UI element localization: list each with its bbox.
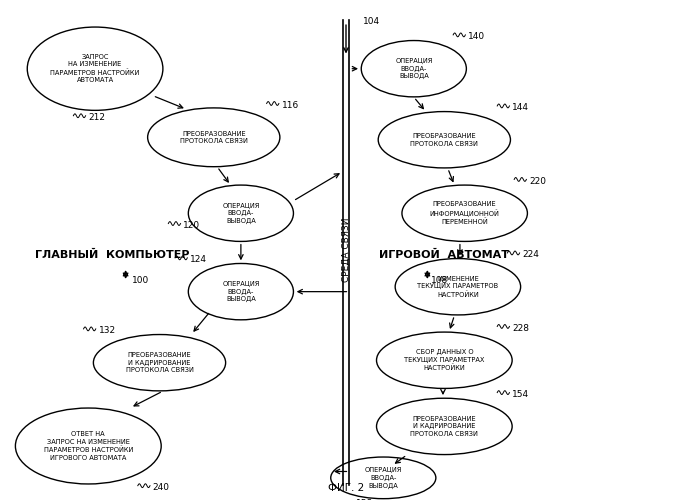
- Text: ИГРОВОЙ  АВТОМАТ: ИГРОВОЙ АВТОМАТ: [379, 250, 509, 260]
- Text: ФИГ. 2: ФИГ. 2: [328, 482, 364, 492]
- Text: ОПЕРАЦИЯ
ВВОДА-
ВЫВОДА: ОПЕРАЦИЯ ВВОДА- ВЫВОДА: [222, 202, 260, 224]
- Text: 104: 104: [363, 17, 380, 26]
- Text: 132: 132: [98, 326, 116, 336]
- Text: 120: 120: [183, 221, 201, 230]
- Text: ОТВЕТ НА
ЗАПРОС НА ИЗМЕНЕНИЕ
ПАРАМЕТРОВ НАСТРОЙКИ
ИГРОВОГО АВТОМАТА: ОТВЕТ НА ЗАПРОС НА ИЗМЕНЕНИЕ ПАРАМЕТРОВ …: [44, 432, 133, 460]
- Text: 124: 124: [190, 256, 207, 264]
- Text: ЗАПРОС
НА ИЗМЕНЕНИЕ
ПАРАМЕТРОВ НАСТРОЙКИ
АВТОМАТА: ЗАПРОС НА ИЗМЕНЕНИЕ ПАРАМЕТРОВ НАСТРОЙКИ…: [51, 54, 140, 84]
- Text: 100: 100: [132, 276, 149, 285]
- Text: ПРЕОБРАЗОВАНИЕ
ПРОТОКОЛА СВЯЗИ: ПРЕОБРАЗОВАНИЕ ПРОТОКОЛА СВЯЗИ: [180, 130, 248, 144]
- Text: ИЗМЕНЕНИЕ
ТЕКУЩИХ ПАРАМЕТРОВ
НАСТРОЙКИ: ИЗМЕНЕНИЕ ТЕКУЩИХ ПАРАМЕТРОВ НАСТРОЙКИ: [417, 276, 498, 298]
- Text: 240: 240: [153, 483, 170, 492]
- Text: 108: 108: [430, 276, 448, 285]
- Text: ОПЕРАЦИЯ
ВВОДА-
ВЫВОДА: ОПЕРАЦИЯ ВВОДА- ВЫВОДА: [365, 467, 402, 488]
- Text: 212: 212: [89, 113, 105, 122]
- Text: 228: 228: [512, 324, 529, 333]
- Text: 144: 144: [512, 104, 529, 112]
- Text: ПРЕОБРАЗОВАНИЕ
И КАДРИРОВАНИЕ
ПРОТОКОЛА СВЯЗИ: ПРЕОБРАЗОВАНИЕ И КАДРИРОВАНИЕ ПРОТОКОЛА …: [125, 352, 194, 374]
- Text: 154: 154: [512, 390, 529, 399]
- Text: ОПЕРАЦИЯ
ВВОДА-
ВЫВОДА: ОПЕРАЦИЯ ВВОДА- ВЫВОДА: [222, 281, 260, 302]
- Text: СРЕДА СВЯЗИ: СРЕДА СВЯЗИ: [341, 218, 351, 282]
- Text: СБОР ДАННЫХ О
ТЕКУЩИХ ПАРАМЕТРАХ
НАСТРОЙКИ: СБОР ДАННЫХ О ТЕКУЩИХ ПАРАМЕТРАХ НАСТРОЙ…: [404, 349, 484, 372]
- Text: ПРЕОБРАЗОВАНИЕ
ПРОТОКОЛА СВЯЗИ: ПРЕОБРАЗОВАНИЕ ПРОТОКОЛА СВЯЗИ: [410, 133, 478, 146]
- Text: 116: 116: [282, 101, 299, 110]
- Text: ПРЕОБРАЗОВАНИЕ
ИНФОРМАЦИОННОЙ
ПЕРЕМЕННОЙ: ПРЕОБРАЗОВАНИЕ ИНФОРМАЦИОННОЙ ПЕРЕМЕННОЙ: [430, 201, 500, 226]
- Text: 140: 140: [468, 32, 485, 42]
- Text: 224: 224: [522, 250, 539, 260]
- Text: 158: 158: [356, 499, 374, 500]
- Text: 220: 220: [529, 177, 546, 186]
- Text: ОПЕРАЦИЯ
ВВОДА-
ВЫВОДА: ОПЕРАЦИЯ ВВОДА- ВЫВОДА: [395, 58, 432, 80]
- Text: ГЛАВНЫЙ  КОМПЬЮТЕР: ГЛАВНЫЙ КОМПЬЮТЕР: [35, 250, 190, 260]
- Text: ПРЕОБРАЗОВАНИЕ
И КАДРИРОВАНИЕ
ПРОТОКОЛА СВЯЗИ: ПРЕОБРАЗОВАНИЕ И КАДРИРОВАНИЕ ПРОТОКОЛА …: [410, 416, 478, 437]
